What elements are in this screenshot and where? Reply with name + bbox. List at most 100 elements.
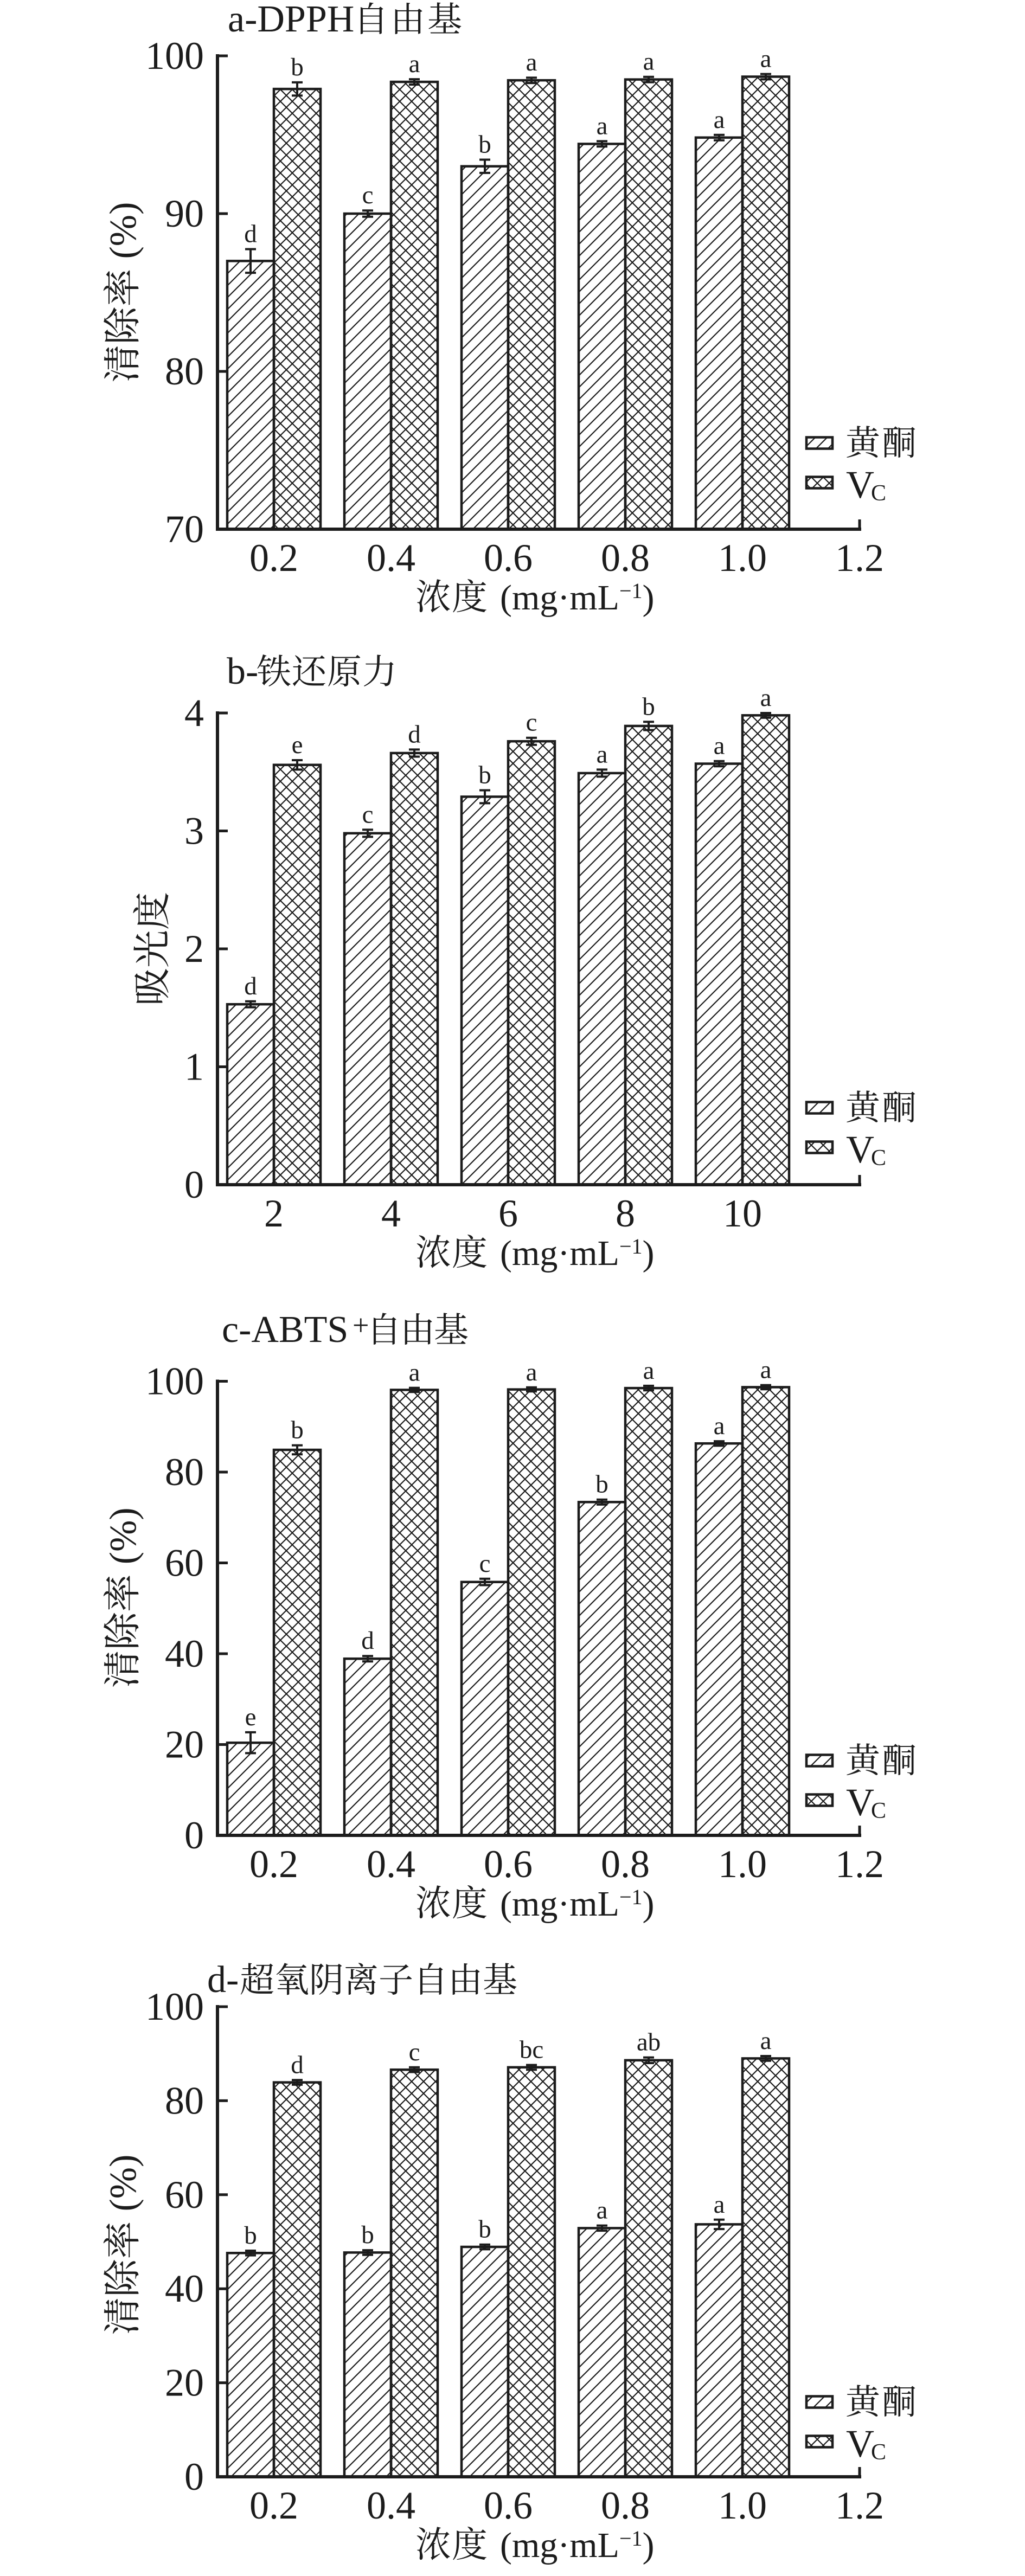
svg-text:10: 10 [723,1192,762,1235]
svg-text:a: a [643,1357,655,1385]
svg-text:b: b [478,761,491,789]
svg-text:c-ABTS: c-ABTS [222,1309,348,1351]
svg-text:0.6: 0.6 [484,1842,533,1886]
svg-text:a: a [760,45,772,73]
svg-text:1.0: 1.0 [718,1842,767,1886]
svg-text:d: d [244,220,257,248]
svg-text:C: C [871,2440,886,2465]
svg-text:80: 80 [165,350,204,393]
svg-text:2: 2 [184,927,204,971]
svg-text:d: d [408,720,421,748]
svg-text:100: 100 [145,34,204,78]
svg-text:a: a [714,106,725,134]
svg-text:+: + [353,1309,369,1341]
svg-text:a: a [409,50,420,78]
svg-text:(%): (%) [102,202,144,259]
svg-text:V: V [846,463,874,506]
svg-text:c: c [479,1550,491,1578]
svg-text:90: 90 [165,192,204,235]
svg-text:1.2: 1.2 [835,1842,884,1886]
svg-text:0.4: 0.4 [367,1842,415,1886]
svg-text:b: b [291,53,304,81]
svg-text:70: 70 [165,508,204,551]
svg-text:a: a [760,2027,772,2055]
svg-text:b: b [291,1416,304,1444]
svg-text:100: 100 [145,1360,204,1403]
svg-text:20: 20 [165,2361,204,2405]
svg-text:b: b [478,2215,491,2244]
svg-text:V: V [846,1781,874,1824]
svg-text:a: a [526,1358,537,1386]
svg-text:a: a [760,684,772,712]
svg-text:a: a [714,732,725,760]
svg-text:1.2: 1.2 [835,2484,884,2527]
svg-text:60: 60 [165,2173,204,2217]
svg-text:0.8: 0.8 [601,536,650,580]
svg-text:1.0: 1.0 [718,536,767,580]
svg-text:c: c [526,709,537,737]
svg-text:0.4: 0.4 [367,2484,415,2527]
svg-text:a: a [526,48,537,76]
svg-text:a: a [597,112,608,140]
svg-text:b: b [478,131,491,159]
svg-text:b: b [361,2221,374,2249]
svg-text:bc: bc [520,2036,543,2064]
svg-text:2: 2 [264,1192,284,1235]
svg-text:20: 20 [165,1723,204,1766]
svg-text:a: a [760,1356,772,1384]
svg-text:ab: ab [637,2028,661,2057]
svg-text:a: a [714,2190,725,2219]
svg-text:0: 0 [184,1163,204,1206]
svg-text:a-DPPH: a-DPPH [228,0,354,40]
svg-text:8: 8 [616,1192,635,1235]
svg-text:a: a [714,1412,725,1440]
svg-text:b: b [642,692,655,721]
svg-text:a: a [597,2196,608,2225]
svg-text:6: 6 [498,1192,518,1235]
svg-text:0.8: 0.8 [601,1842,650,1886]
svg-text:1.2: 1.2 [835,536,884,580]
svg-text:0.6: 0.6 [484,2484,533,2527]
svg-text:c: c [362,800,374,828]
svg-text:e: e [245,1703,257,1731]
svg-text:0.6: 0.6 [484,536,533,580]
svg-text:(%): (%) [102,2155,144,2212]
svg-text:0.2: 0.2 [249,536,298,580]
svg-text:d: d [291,2051,304,2079]
svg-text:0: 0 [184,1814,204,1857]
svg-text:a: a [643,48,655,76]
svg-text:a: a [597,740,608,768]
svg-text:d: d [361,1627,374,1655]
svg-text:C: C [871,481,886,506]
svg-text:0.2: 0.2 [249,2484,298,2527]
svg-text:0.8: 0.8 [601,2484,650,2527]
svg-text:4: 4 [184,691,204,735]
svg-text:3: 3 [184,810,204,853]
svg-text:80: 80 [165,2079,204,2122]
svg-text:4: 4 [381,1192,401,1235]
svg-text:0.4: 0.4 [367,536,415,580]
svg-text:0.2: 0.2 [249,1842,298,1886]
svg-text:c: c [409,2038,420,2066]
svg-text:40: 40 [165,1632,204,1675]
svg-text:c: c [362,181,374,209]
svg-text:60: 60 [165,1541,204,1585]
svg-text:1: 1 [184,1045,204,1089]
svg-text:d-: d- [207,1959,239,2001]
svg-text:d: d [244,972,257,1000]
svg-text:C: C [871,1798,886,1823]
svg-text:b: b [595,1470,608,1499]
svg-text:a: a [409,1359,420,1387]
svg-text:40: 40 [165,2267,204,2310]
svg-text:b-: b- [227,651,258,692]
svg-text:C: C [871,1146,886,1171]
svg-text:e: e [292,731,303,759]
svg-text:(%): (%) [102,1507,144,1564]
svg-text:V: V [846,1128,874,1171]
svg-text:0: 0 [184,2455,204,2498]
svg-text:b: b [244,2221,257,2250]
svg-text:V: V [846,2422,874,2465]
svg-text:100: 100 [145,1985,204,2028]
svg-text:1.0: 1.0 [718,2484,767,2527]
svg-text:80: 80 [165,1450,204,1494]
